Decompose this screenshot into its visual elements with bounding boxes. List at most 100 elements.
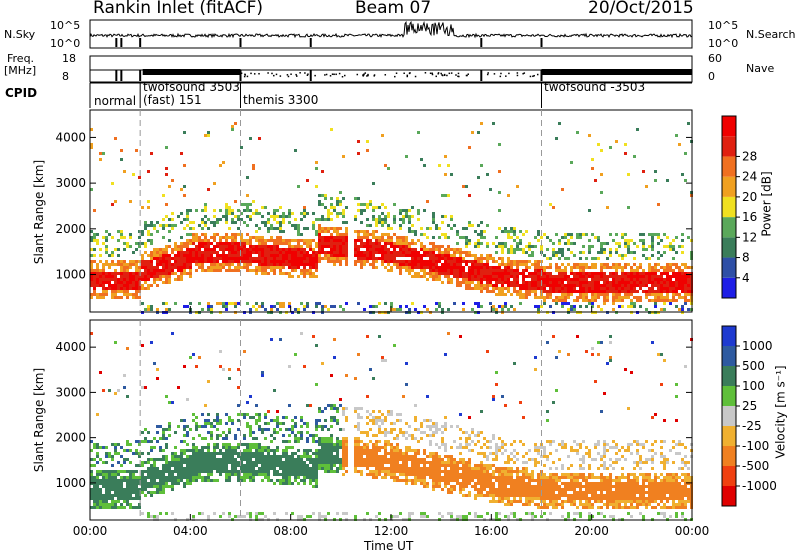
cpid-mode-twofsound: twofsound 3503 (143, 80, 240, 94)
nave-dot-37 (363, 73, 365, 75)
velocity-colorbar-seg-0 (722, 486, 736, 506)
nave-dot-73 (306, 74, 309, 76)
nave-dot-68 (408, 72, 411, 75)
velocity-ytick-label-1: 2000 (55, 431, 86, 445)
nave-dot-11 (295, 75, 298, 77)
xtick-label-1: 04:00 (173, 524, 208, 538)
power-colorbar-seg-5 (722, 176, 736, 197)
nave-dot-82 (250, 72, 252, 75)
power-colorbar-seg-3 (722, 217, 736, 238)
nave-dot-32 (500, 72, 502, 75)
nave-dot-87 (458, 75, 460, 78)
nave-dot-35 (362, 74, 365, 76)
power-colorbar-label-5: 24 (742, 170, 757, 184)
nave-dot-20 (246, 75, 249, 78)
nave-tick-bottom: 0 (708, 70, 715, 83)
nave-dot-78 (414, 75, 417, 78)
nave-dot-19 (279, 75, 282, 77)
velocity-colorbar-seg-2 (722, 446, 736, 466)
velocity-ytick-label-3: 4000 (55, 340, 86, 354)
velocity-colorbar-label-0: 1000 (742, 339, 773, 353)
nave-dot-79 (258, 72, 260, 75)
nave-dot-83 (394, 75, 396, 78)
nave-dot-47 (329, 75, 332, 77)
nave-dot-24 (443, 73, 446, 76)
xtick-label-0: 00:00 (73, 524, 108, 538)
nave-dot-85 (429, 72, 432, 75)
power-colorbar-label-4: 20 (742, 190, 757, 204)
power-colorbar-seg-0 (722, 277, 736, 298)
nave-dot-69 (367, 74, 369, 77)
nave-dot-86 (516, 74, 519, 77)
velocity-colorbar-seg-1 (722, 466, 736, 486)
nave-dot-5 (508, 72, 510, 75)
nave-dot-74 (437, 72, 440, 74)
nave-dot-63 (431, 72, 433, 75)
nave-dot-66 (440, 72, 442, 75)
velocity-cells (90, 332, 693, 521)
power-colorbar-label-3: 16 (742, 210, 757, 224)
power-colorbar-seg-4 (722, 196, 736, 218)
nave-dot-58 (335, 73, 337, 76)
nave-dot-30 (314, 74, 316, 77)
nave-dot-75 (523, 72, 526, 74)
freq-unit: [MHz] (4, 64, 37, 77)
nave-bar-block-2 (541, 69, 692, 75)
nave-dot-81 (338, 72, 341, 75)
velocity-ytick-label-0: 1000 (55, 476, 86, 490)
power-colorbar-frame (721, 115, 737, 299)
velocity-colorbar-seg-5 (722, 386, 736, 406)
nave-dot-8 (536, 73, 539, 76)
velocity-colorbar-seg-7 (722, 346, 736, 366)
velocity-colorbar-label: Velocity [m s⁻¹] (773, 365, 788, 459)
power-colorbar-seg-2 (722, 237, 736, 258)
nave-dot-4 (457, 72, 460, 75)
xtick-label-6: 00:00 (675, 524, 710, 538)
nave-dot-65 (253, 73, 256, 75)
power-ytick-label-3: 4000 (55, 130, 86, 144)
power-colorbar-label-6: 28 (742, 149, 757, 163)
nave-dot-40 (529, 75, 532, 78)
xtick-label-5: 20:00 (574, 524, 609, 538)
nsearch-tick-bottom: 10^0 (708, 37, 739, 50)
nave-dot-56 (364, 72, 367, 74)
cpid-mode-twofsound-neg: twofsound -3503 (544, 80, 646, 94)
nave-dot-38 (533, 74, 535, 77)
nave-dot-76 (273, 74, 275, 77)
velocity-colorbar-label-2: 100 (742, 379, 765, 393)
nave-dot-28 (307, 73, 309, 75)
nave-dot-29 (437, 72, 439, 75)
velocity-colorbar-seg-3 (722, 426, 736, 446)
cpid-mode-fast: (fast) 151 (143, 93, 202, 107)
cpid-mode-normal: normal (94, 94, 137, 108)
nave-dot-16 (486, 73, 489, 76)
nsky-label: N.Sky (4, 28, 36, 41)
nave-dot-36 (505, 75, 507, 77)
nave-dot-49 (406, 75, 409, 78)
nave-dot-54 (467, 73, 470, 75)
nave-dot-25 (240, 72, 243, 74)
cpid-label: CPID (5, 86, 38, 100)
nave-tick-top: 60 (708, 52, 722, 65)
nave-dot-23 (493, 73, 496, 75)
nave-dot-52 (499, 75, 502, 78)
power-colorbar-seg-6 (722, 156, 736, 177)
nsky-strip-frame (89, 19, 693, 49)
velocity-colorbar-label-4: -25 (742, 419, 762, 433)
power-colorbar-label: Power [dB] (759, 171, 774, 237)
nave-dot-39 (522, 72, 524, 75)
velocity-colorbar-seg-4 (722, 406, 736, 426)
nsky-trace (89, 20, 693, 39)
nave-dot-62 (373, 74, 376, 76)
nave-dot-89 (356, 73, 359, 76)
nave-bar-block-1 (142, 69, 241, 75)
nave-dot-7 (367, 73, 369, 76)
date-title: 20/Oct/2015 (588, 0, 694, 18)
velocity-colorbar-seg-6 (722, 366, 736, 386)
nave-dot-27 (395, 72, 398, 74)
power-ytick-label-0: 1000 (55, 268, 86, 282)
velocity-colorbar-label-3: 25 (742, 399, 757, 413)
nsearch-tick-top: 10^5 (708, 19, 739, 32)
nave-dot-44 (373, 75, 375, 77)
power-colorbar-seg-1 (722, 257, 736, 278)
